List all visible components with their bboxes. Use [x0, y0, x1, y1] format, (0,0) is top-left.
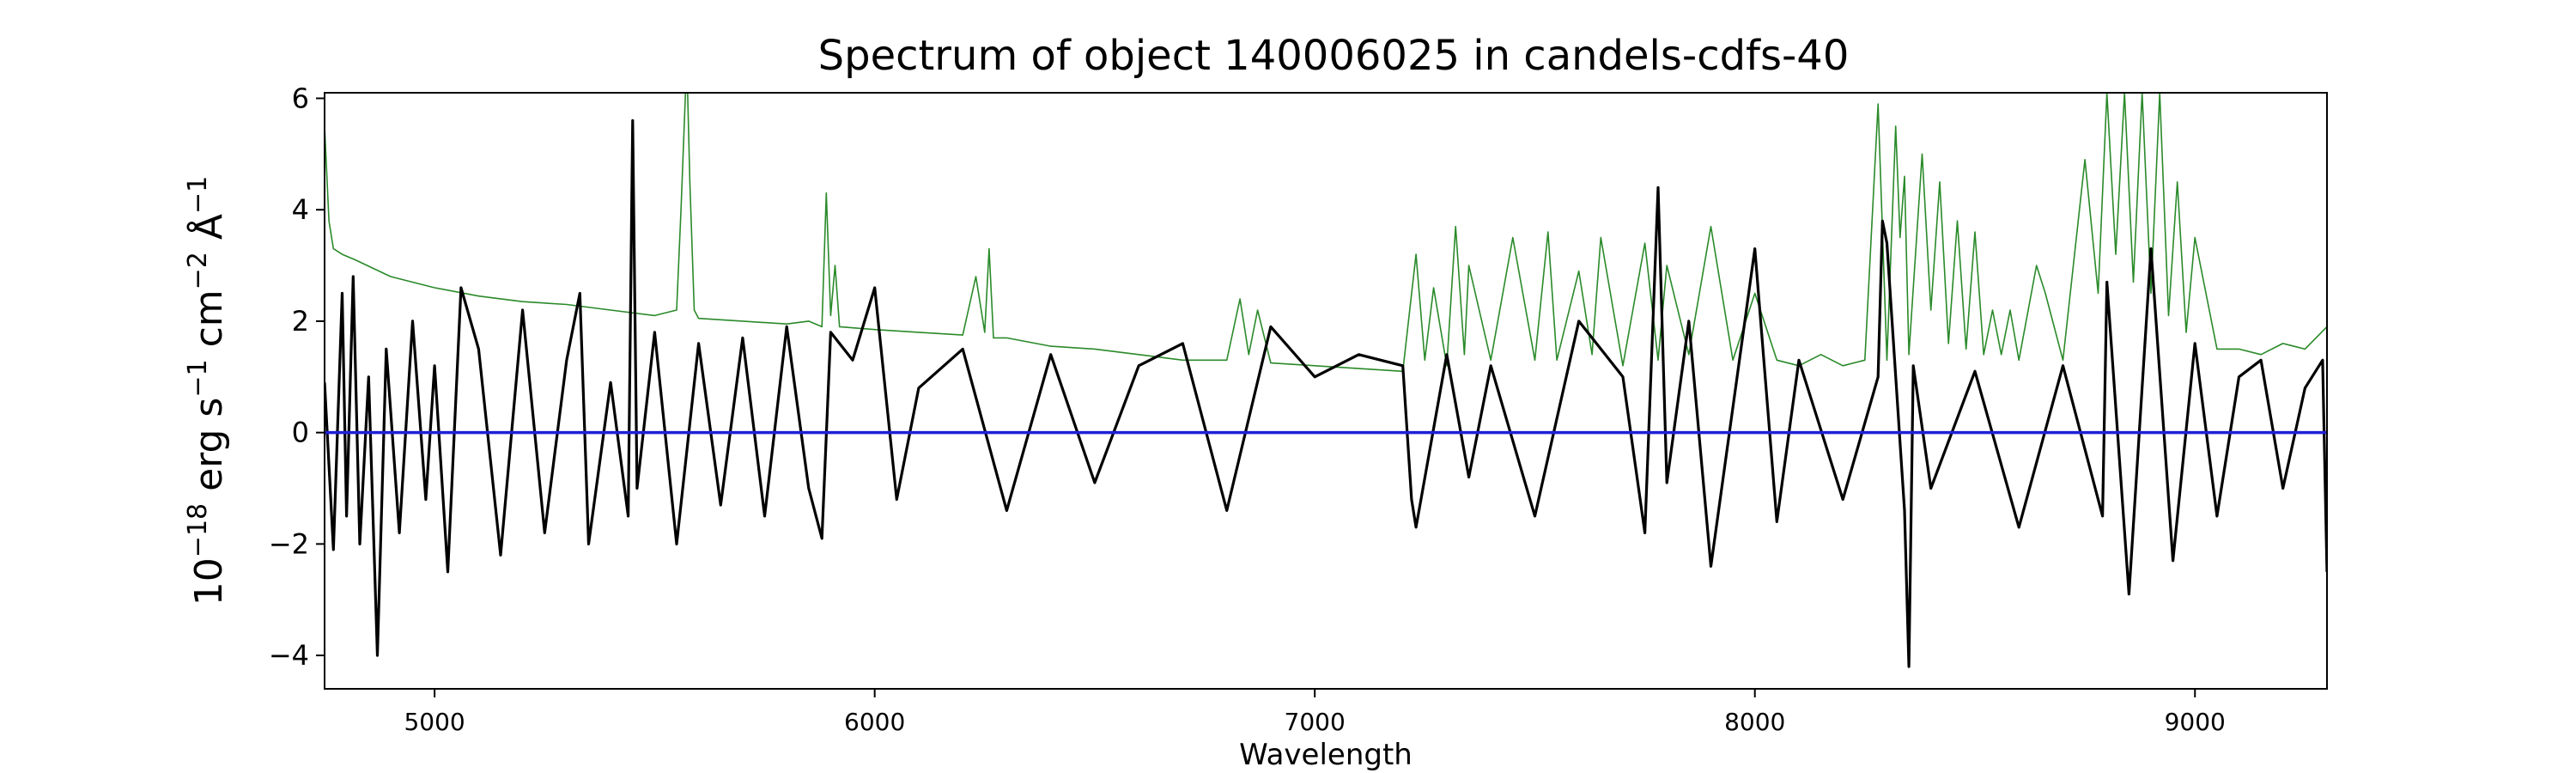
- x-axis: 5000 6000 7000 8000 9000: [404, 689, 2226, 736]
- ylabel-exp4: −1: [183, 176, 213, 214]
- y-tick-label: 2: [292, 305, 309, 338]
- y-tick-label: −4: [269, 639, 309, 672]
- flux-series-line: [325, 119, 2327, 668]
- plot-frame: [324, 92, 2328, 690]
- ylabel-unit1: erg s: [187, 398, 231, 503]
- y-tick-label: 0: [292, 417, 309, 449]
- ylabel-exp2: −1: [183, 359, 213, 397]
- chart-title: Spectrum of object 140006025 in candels-…: [818, 32, 1850, 80]
- x-tick-label: 9000: [2165, 708, 2226, 736]
- x-tick-label: 6000: [844, 708, 905, 736]
- ylabel-unit3: Å: [185, 214, 231, 252]
- error-series-line: [325, 93, 2327, 373]
- y-axis-label: 10−18 erg s−1 cm−2 Å−1: [183, 176, 231, 606]
- ylabel-exp1: −18: [183, 503, 213, 557]
- y-tick-label: 4: [292, 193, 309, 226]
- y-tick-label: −2: [269, 527, 309, 560]
- x-tick-label: 8000: [1724, 708, 1785, 736]
- x-tick-label: 5000: [404, 708, 465, 736]
- x-axis-label: Wavelength: [1239, 738, 1413, 772]
- y-tick-label: 6: [292, 82, 309, 114]
- ylabel-unit2: cm: [187, 289, 231, 359]
- ylabel-exp3: −2: [183, 252, 213, 289]
- y-axis: −4 −2 0 2 4 6: [269, 82, 325, 672]
- x-tick-label: 7000: [1285, 708, 1346, 736]
- plot-area: [325, 93, 2327, 668]
- ylabel-base: 10: [187, 557, 231, 606]
